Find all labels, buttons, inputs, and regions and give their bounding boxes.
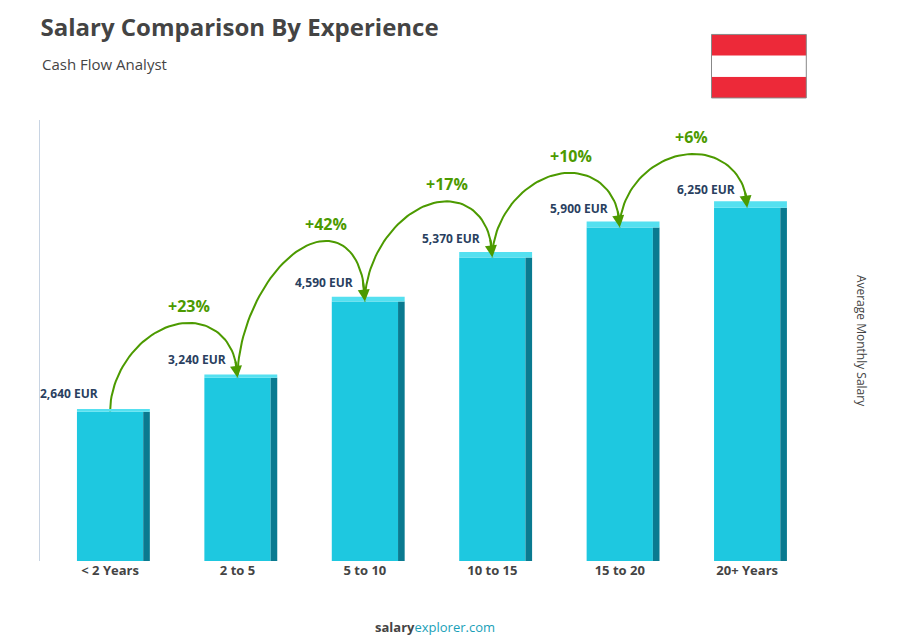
svg-text:+17%: +17% [426, 173, 468, 195]
svg-text:6,250 EUR: 6,250 EUR [677, 181, 735, 198]
svg-text:2 to 5: 2 to 5 [220, 561, 255, 579]
svg-text:+6%: +6% [675, 126, 708, 148]
svg-text:Average Monthly Salary: Average Monthly Salary [853, 275, 870, 407]
svg-text:+42%: +42% [305, 213, 347, 235]
svg-text:5,370 EUR: 5,370 EUR [422, 230, 480, 247]
svg-text:20+ Years: 20+ Years [716, 561, 778, 579]
svg-text:Salary Comparison By Experienc: Salary Comparison By Experience [41, 10, 439, 43]
svg-text:5 to 10: 5 to 10 [344, 561, 387, 579]
svg-text:5,900 EUR: 5,900 EUR [550, 200, 608, 217]
svg-text:10 to 15: 10 to 15 [467, 561, 517, 579]
svg-text:salaryexplorer.com: salaryexplorer.com [375, 618, 495, 636]
svg-text:+10%: +10% [550, 145, 592, 167]
svg-text:15 to 20: 15 to 20 [595, 561, 645, 579]
svg-text:< 2 Years: < 2 Years [81, 561, 139, 579]
svg-text:4,590 EUR: 4,590 EUR [295, 274, 353, 291]
svg-text:2,640 EUR: 2,640 EUR [40, 385, 98, 402]
svg-text:Cash Flow Analyst: Cash Flow Analyst [42, 54, 167, 74]
svg-text:3,240 EUR: 3,240 EUR [168, 351, 226, 368]
svg-text:+23%: +23% [168, 295, 210, 317]
